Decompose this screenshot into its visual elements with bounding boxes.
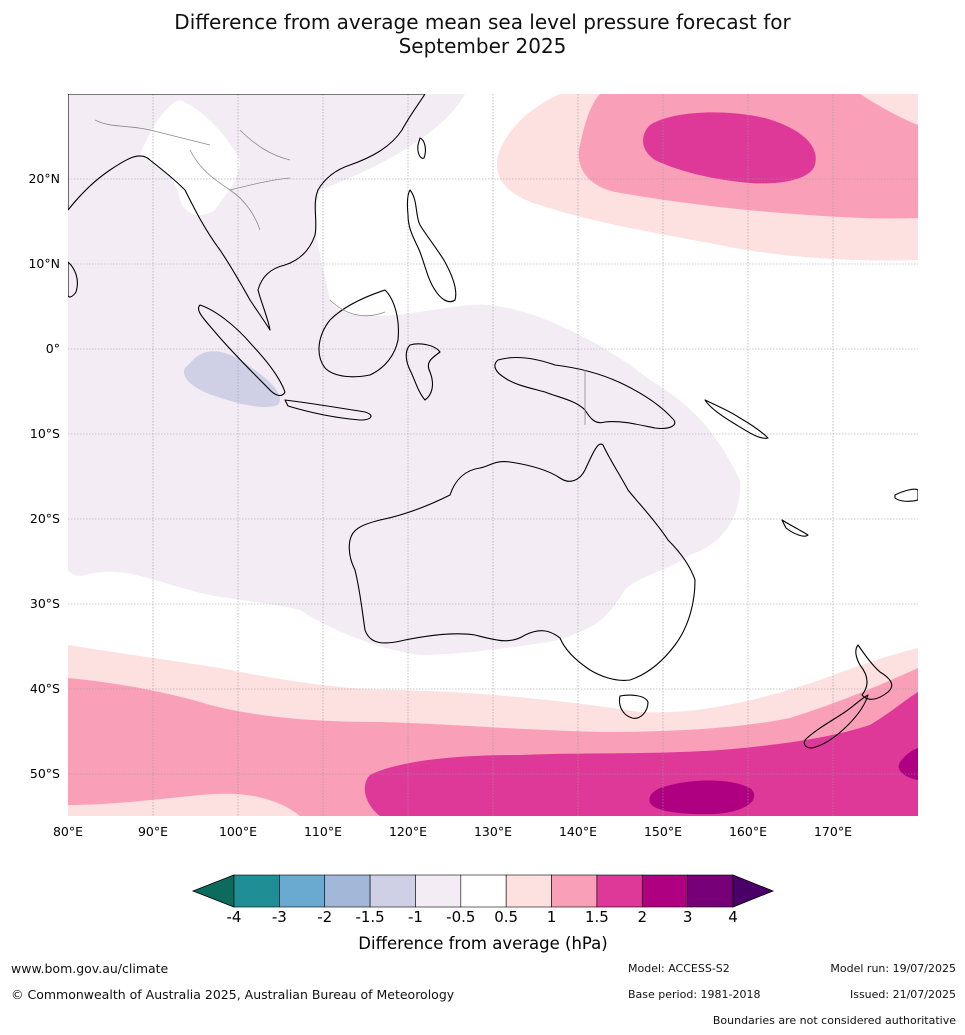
colorbar-tick-label: -2 [317,908,332,926]
lon-label-170e: 170°E [814,824,852,839]
mainland-asia-coastline [68,94,426,331]
lon-label-90e: 90°E [138,824,168,839]
lat-label-0: 0° [46,341,60,356]
colorbar: -4 -3 -2 -1.5 -1 -0.5 0.5 1 1.5 2 3 4 Difference fr… [191,874,775,953]
colorbar-bin [324,874,371,908]
colorbar-bins [233,874,734,908]
colorbar-tick-label: -1.5 [355,908,384,926]
sri-lanka-coastline [68,261,78,298]
lat-label-10n: 10°N [28,256,60,271]
anomaly-region-north-plus-1-5 [643,112,816,184]
boundaries-note: Boundaries are not considered authoritat… [712,1014,956,1027]
colorbar-tick-label: -4 [227,908,242,926]
colorbar-bin [233,874,280,908]
colorbar-tick-label: 3 [683,908,693,926]
colorbar-tick-label: 2 [637,908,647,926]
colorbar-above-max-triangle [732,874,775,908]
new-guinea-coastline [494,356,676,429]
java-coastline [284,399,372,421]
model-name: Model: ACCESS-S2 [628,962,730,975]
australia-coastline [348,443,696,681]
colorbar-bin [415,874,462,908]
base-period: Base period: 1981-2018 [628,988,761,1001]
title-line-2: September 2025 [398,34,567,58]
lon-label-80e: 80°E [53,824,83,839]
new-caledonia-coastline [781,519,809,537]
colorbar-bin [505,874,552,908]
anomaly-region-south-plus-2-b [898,748,918,780]
lon-label-140e: 140°E [559,824,597,839]
sulawesi-coastline [405,343,441,401]
map-area [68,94,918,816]
colorbar-bin [369,874,416,908]
colorbar-bin [279,874,326,908]
anomaly-region-south-plus-2-a [649,780,755,815]
map-title: Difference from average mean sea level p… [0,10,965,58]
lat-label-50s: 50°S [30,766,60,781]
issued-date: Issued: 21/07/2025 [849,988,956,1001]
lon-label-120e: 120°E [389,824,427,839]
colorbar-tick-label: 1 [547,908,557,926]
anomaly-region-minus-1 [184,351,280,407]
coastlines [68,94,918,749]
colorbar-bin [551,874,598,908]
lat-label-20n: 20°N [28,171,60,186]
fiji-coastline [894,488,918,502]
model-run-date: Model run: 19/07/2025 [830,962,956,975]
colorbar-bin [687,874,734,908]
longitude-labels: 80°E 90°E 100°E 110°E 120°E 130°E 140°E … [53,824,852,839]
new-zealand-south-island [803,694,869,749]
website-link[interactable]: www.bom.gov.au/climate [11,961,169,976]
philippines-coastline [406,189,457,303]
lat-label-40s: 40°S [30,681,60,696]
solomon-islands-coastline [704,399,769,439]
colorbar-tick-label: 1.5 [585,908,609,926]
sumatra-coastline [197,304,286,397]
lon-label-150e: 150°E [644,824,682,839]
anomaly-region-minus-0-5 [68,94,741,655]
country-borders [94,119,586,425]
anomaly-region-south-plus-1-5 [364,692,918,816]
lon-label-130e: 130°E [474,824,512,839]
lat-label-20s: 20°S [30,511,60,526]
taiwan-coastline [417,137,426,159]
title-line-1: Difference from average mean sea level p… [174,10,791,34]
lon-label-110e: 110°E [304,824,342,839]
colorbar-title: Difference from average (hPa) [358,934,607,953]
colorbar-tick-label: 4 [728,908,738,926]
tasmania-coastline [618,694,649,719]
colorbar-tick-label: -3 [272,908,287,926]
colorbar-bin [596,874,643,908]
colorbar-tick-labels: -4 -3 -2 -1.5 -1 -0.5 0.5 1 1.5 2 3 4 [227,908,738,926]
colorbar-tick-label: 0.5 [494,908,518,926]
latitude-labels: 20°N 10°N 0° 10°S 20°S 30°S 40°S 50°S [28,171,60,781]
lon-label-160e: 160°E [729,824,767,839]
colorbar-tick-label: -1 [408,908,423,926]
copyright-text: © Commonwealth of Australia 2025, Austra… [11,987,455,1002]
colorbar-tick-label: -0.5 [446,908,475,926]
colorbar-bin [460,874,507,908]
colorbar-below-min-triangle [191,874,235,908]
lat-label-30s: 30°S [30,596,60,611]
borneo-coastline [318,289,399,378]
new-zealand-north-island [855,644,893,700]
lon-label-100e: 100°E [219,824,257,839]
lat-label-10s: 10°S [30,426,60,441]
colorbar-bin [641,874,688,908]
